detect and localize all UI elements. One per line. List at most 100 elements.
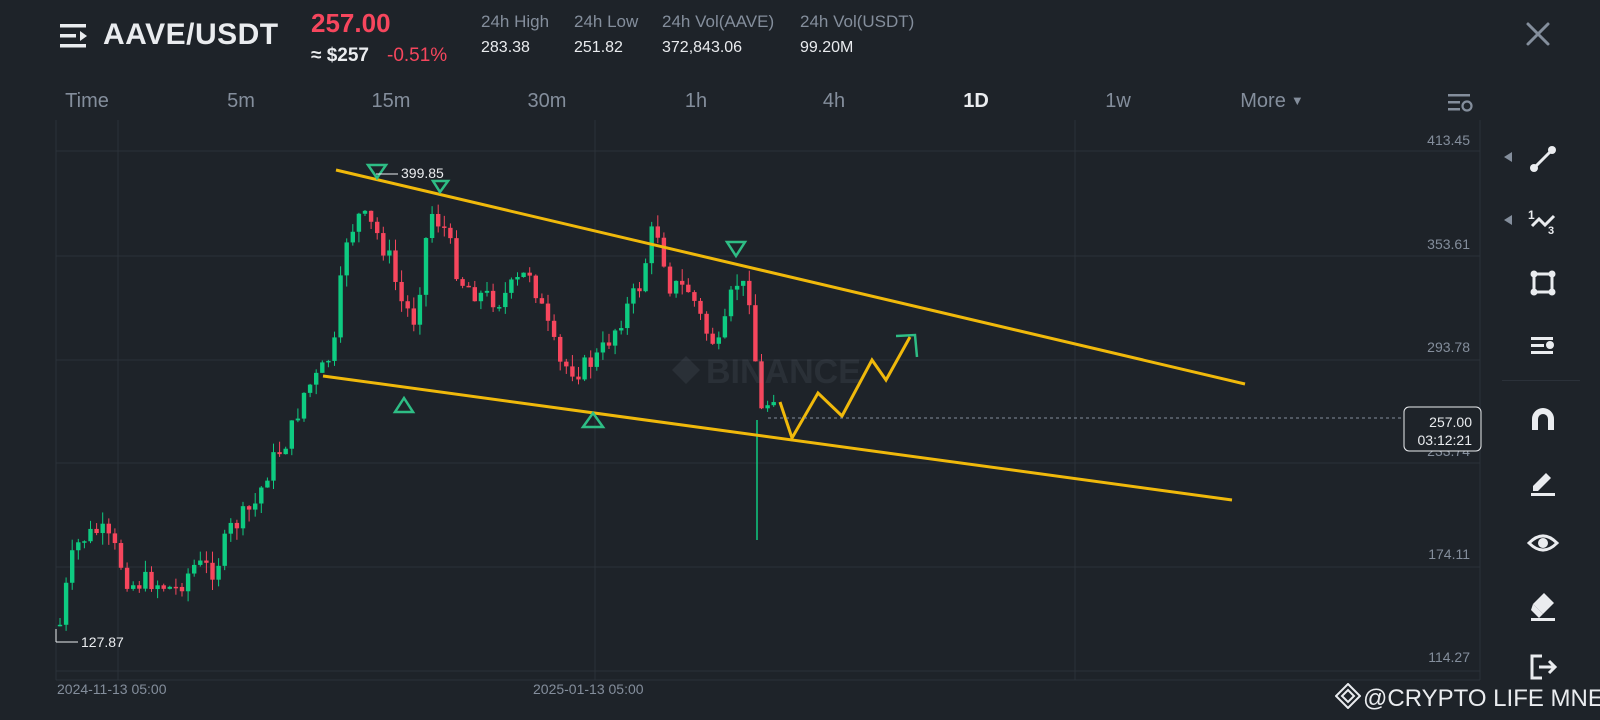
candle-body [112,533,118,544]
candle-body [118,543,124,568]
candle-body [619,328,624,331]
candle-body [356,213,362,232]
price-chart[interactable]: BINANCE 399.85 127.87 413.45 353.61 293.… [0,120,1600,720]
candle-body [210,562,215,580]
exit-icon[interactable] [1526,650,1560,684]
candle-body [131,585,136,589]
current-price-value: 257.00 [1429,414,1472,430]
triangle-up-marker-icon [392,395,416,414]
candle-body [271,452,276,481]
candle-body [411,308,416,325]
candle-body [429,214,435,239]
candle-body [161,585,166,589]
line-tool-icon[interactable] [1526,142,1560,176]
candle-body [564,361,569,367]
eraser-icon[interactable] [1526,588,1560,622]
triangle-up-marker-icon [580,410,606,429]
candle-body [82,541,87,543]
stat-label: 24h Vol(USDT) [800,12,915,31]
price-change: -0.51% [387,45,448,66]
candle-body [594,352,599,367]
caret-down-icon: ▼ [1290,93,1304,108]
projection-path[interactable] [778,336,912,442]
candle-body [497,307,502,309]
candle-body [277,452,282,455]
tab-1w[interactable]: 1w [1105,90,1131,112]
close-icon[interactable] [1522,18,1554,50]
candle-body [527,272,532,276]
candle-body [655,226,660,238]
pattern-markers [365,163,748,429]
magnet-icon[interactable] [1526,402,1560,436]
stat-24h-vol-aave: 24h Vol(AAVE) 372,843.06 [662,12,774,57]
projection-arrow-icon [895,333,919,358]
pair-title[interactable]: AAVE/USDT [103,18,279,51]
candle-body [399,281,404,302]
tab-5m[interactable]: 5m [227,90,255,112]
triangle-down-marker-icon [430,179,451,195]
candle-body [515,277,520,280]
shape-tool-icon[interactable] [1526,266,1560,300]
stat-label: 24h Low [574,12,639,31]
tab-30m[interactable]: 30m [527,90,567,112]
candle-body [179,586,185,592]
candle-body [137,585,142,589]
candle-body [478,292,484,302]
candle-body [167,586,172,589]
candle-body [722,316,728,338]
candle-body [228,522,233,534]
candle-body [753,305,758,362]
candle-body [747,280,752,306]
indicator-tool-icon[interactable] [1526,328,1560,362]
candle-body [741,280,746,286]
candle-body [484,290,490,293]
candle-body [716,337,721,344]
candle-body [94,528,99,534]
stat-label: 24h High [481,12,550,31]
candle-body [698,300,703,314]
candle-body [173,586,179,589]
menu-icon[interactable] [60,22,90,50]
tab-4h[interactable]: 4h [822,90,846,112]
candle-body [204,560,209,563]
candle-body [472,287,477,302]
price-axis-label: 114.27 [1428,649,1470,665]
candle-body [734,285,740,290]
upper-trendline[interactable] [335,168,1246,386]
candle-body [667,266,673,294]
candle-body [259,487,264,504]
trend-channel[interactable] [322,168,1246,502]
candle-body [692,292,697,301]
stat-24h-high: 24h High 283.38 [481,12,549,57]
candle-body [558,336,563,362]
tab-1h[interactable]: 1h [684,90,708,112]
candle-body [76,542,81,551]
candle-body [454,238,459,280]
candle-body [551,320,557,337]
eye-icon[interactable] [1526,526,1560,560]
stat-value: 251.82 [574,39,623,56]
candle-body [362,210,368,214]
current-price-tag: 257.00 03:12:21 [1403,406,1482,452]
pencil-icon[interactable] [1526,464,1560,498]
candle-body [582,357,587,380]
candle-body [631,288,636,304]
candle-body [490,290,496,308]
candle-body [436,214,441,227]
tab-time[interactable]: Time [65,90,109,112]
candle-body [155,585,160,590]
candle-body [387,250,392,256]
candle-body [326,360,331,363]
lower-trendline[interactable] [322,374,1233,502]
candle-body [728,289,734,317]
tab-15m[interactable]: 15m [371,90,411,112]
date-axis-label: 2025-01-13 05:00 [533,681,644,697]
chart-settings-icon[interactable] [1448,92,1474,114]
candle-body [100,523,105,534]
tab-more[interactable]: More ▼ [1240,90,1303,113]
expand-caret-icon[interactable] [1504,215,1512,225]
stat-label: 24h Vol(AAVE) [662,12,775,31]
tab-1d[interactable]: 1D [963,90,989,112]
expand-caret-icon[interactable] [1504,152,1512,162]
